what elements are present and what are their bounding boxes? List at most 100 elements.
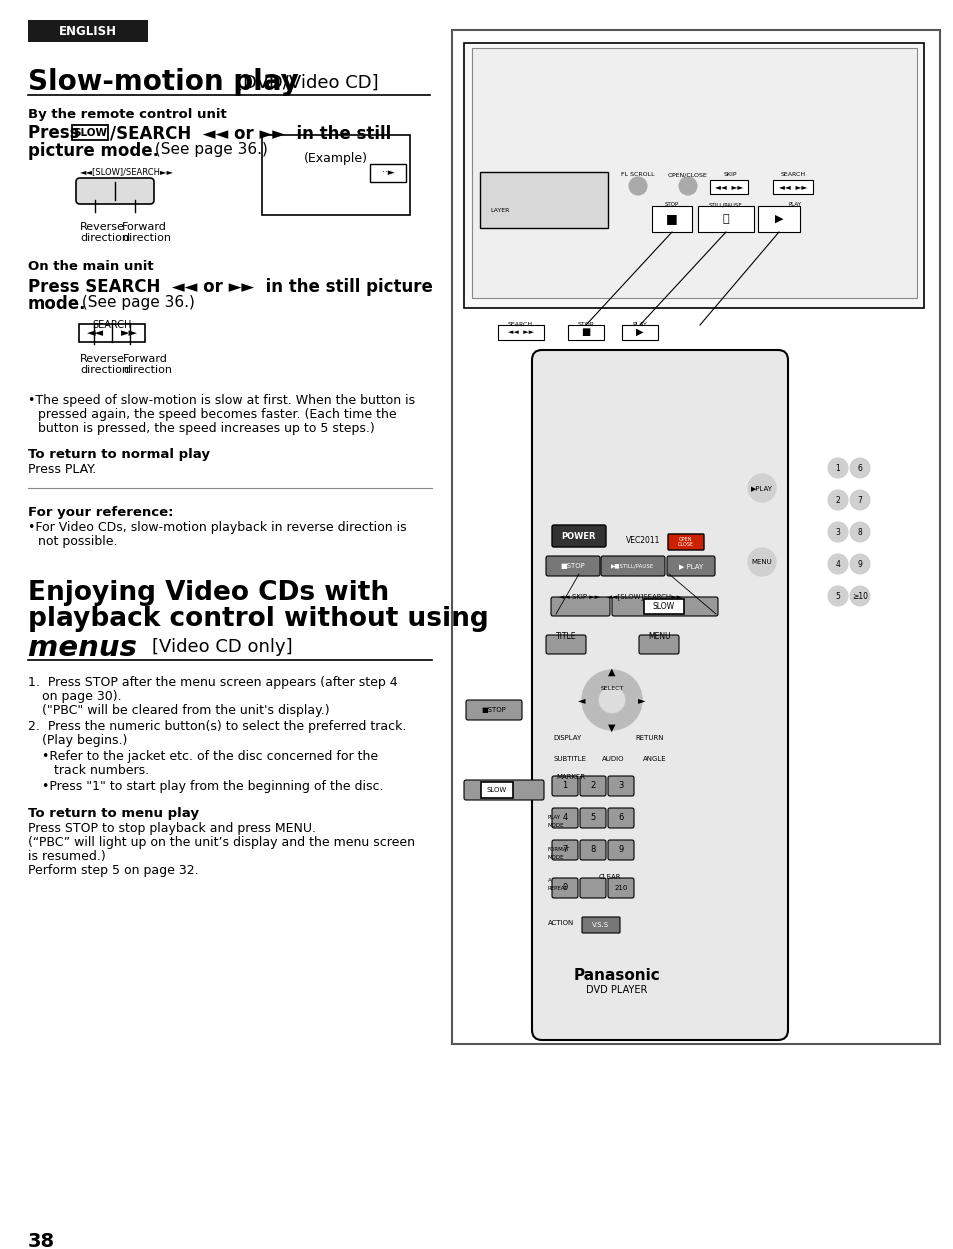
Bar <box>79 323 145 342</box>
FancyBboxPatch shape <box>545 634 585 654</box>
FancyBboxPatch shape <box>607 776 634 796</box>
FancyBboxPatch shape <box>666 556 714 576</box>
FancyBboxPatch shape <box>551 597 609 616</box>
Text: 5: 5 <box>835 592 840 601</box>
FancyBboxPatch shape <box>581 917 619 933</box>
Text: ◄◄  ►►: ◄◄ ►► <box>778 182 806 191</box>
Circle shape <box>679 177 697 195</box>
Text: •Refer to the jacket etc. of the disc concerned for the: •Refer to the jacket etc. of the disc co… <box>42 749 377 763</box>
Text: ■: ■ <box>665 212 678 226</box>
Text: SEARCH: SEARCH <box>92 320 132 330</box>
Text: SUBTITLE: SUBTITLE <box>553 756 586 762</box>
Text: ENGLISH: ENGLISH <box>59 25 117 37</box>
Circle shape <box>849 490 869 510</box>
Text: 2: 2 <box>590 782 595 791</box>
Text: (Example): (Example) <box>304 152 368 165</box>
Circle shape <box>747 475 775 502</box>
Text: •Press "1" to start play from the beginning of the disc.: •Press "1" to start play from the beginn… <box>42 779 383 793</box>
Text: ■STOP: ■STOP <box>560 563 585 570</box>
Text: 7: 7 <box>857 496 862 505</box>
Text: track numbers.: track numbers. <box>54 764 149 777</box>
Text: V.S.S: V.S.S <box>592 922 609 928</box>
Text: STOP: STOP <box>578 322 594 327</box>
Text: MENU: MENU <box>751 560 772 565</box>
Text: LAYER: LAYER <box>490 209 509 214</box>
Text: ⏸: ⏸ <box>722 214 728 224</box>
Text: ■: ■ <box>580 327 590 337</box>
Text: 2.  Press the numeric button(s) to select the preferred track.: 2. Press the numeric button(s) to select… <box>28 719 406 733</box>
FancyBboxPatch shape <box>532 350 787 1040</box>
Text: is resumed.): is resumed.) <box>28 851 106 863</box>
Text: •The speed of slow-motion is slow at first. When the button is: •The speed of slow-motion is slow at fir… <box>28 393 415 407</box>
Text: POWER: POWER <box>561 532 596 541</box>
FancyBboxPatch shape <box>579 808 605 828</box>
FancyBboxPatch shape <box>607 841 634 861</box>
FancyBboxPatch shape <box>552 878 578 898</box>
Text: REPEAT: REPEAT <box>547 886 568 891</box>
Text: STOP: STOP <box>664 202 679 207</box>
Bar <box>698 206 753 232</box>
Bar <box>567 325 603 340</box>
FancyBboxPatch shape <box>667 535 703 550</box>
Text: button is pressed, the speed increases up to 5 steps.): button is pressed, the speed increases u… <box>38 422 375 435</box>
Text: mode.: mode. <box>28 295 87 313</box>
Text: ANGLE: ANGLE <box>642 756 666 762</box>
Text: pressed again, the speed becomes faster. (Each time the: pressed again, the speed becomes faster.… <box>38 408 396 421</box>
Text: ··►: ··► <box>381 169 394 177</box>
Text: 1: 1 <box>561 782 567 791</box>
Bar <box>643 600 683 615</box>
Text: 9: 9 <box>857 560 862 568</box>
Bar <box>480 782 513 798</box>
FancyBboxPatch shape <box>545 556 599 576</box>
Text: PLAY: PLAY <box>632 322 647 327</box>
Text: STILL/PAUSE: STILL/PAUSE <box>708 202 742 207</box>
Text: menus: menus <box>28 634 147 662</box>
Text: ►: ► <box>638 694 645 704</box>
Text: 38: 38 <box>28 1232 55 1249</box>
Circle shape <box>827 490 847 510</box>
Text: For your reference:: For your reference: <box>28 506 173 520</box>
Text: ▶ PLAY: ▶ PLAY <box>679 563 702 570</box>
Text: Forward: Forward <box>123 353 168 363</box>
Text: (Play begins.): (Play begins.) <box>42 734 128 747</box>
Text: TITLE: TITLE <box>556 632 576 641</box>
Circle shape <box>747 548 775 576</box>
Text: •For Video CDs, slow-motion playback in reverse direction is: •For Video CDs, slow-motion playback in … <box>28 521 406 535</box>
FancyBboxPatch shape <box>465 699 521 719</box>
Circle shape <box>849 586 869 606</box>
Text: 5: 5 <box>590 813 595 823</box>
Text: 2: 2 <box>835 496 840 505</box>
Text: PLAY: PLAY <box>547 816 560 821</box>
Bar <box>71 125 108 140</box>
FancyBboxPatch shape <box>552 841 578 861</box>
Circle shape <box>598 687 624 713</box>
FancyBboxPatch shape <box>639 634 679 654</box>
Text: 1: 1 <box>835 463 840 472</box>
Circle shape <box>827 586 847 606</box>
Text: ◄◄: ◄◄ <box>87 328 103 338</box>
Text: ►►: ►► <box>120 328 137 338</box>
Text: MODE: MODE <box>547 823 564 828</box>
Text: [Video CD only]: [Video CD only] <box>152 638 293 656</box>
Text: 7: 7 <box>561 846 567 854</box>
Text: SKIP: SKIP <box>722 172 736 177</box>
Text: ▶■STILL/PAUSE: ▶■STILL/PAUSE <box>611 563 654 568</box>
Bar <box>497 325 543 340</box>
Text: (See page 36.): (See page 36.) <box>150 142 268 157</box>
Text: SLOW: SLOW <box>652 602 675 611</box>
Text: ■STOP: ■STOP <box>481 707 506 713</box>
Text: OPEN
CLOSE: OPEN CLOSE <box>678 537 693 547</box>
Text: ◄◄ SKIP ►►   ◄◄[SLOW]SEARCH►►: ◄◄ SKIP ►► ◄◄[SLOW]SEARCH►► <box>558 593 680 600</box>
Text: DVD PLAYER: DVD PLAYER <box>586 985 647 995</box>
Bar <box>772 180 812 194</box>
Text: 3: 3 <box>835 527 840 537</box>
Text: On the main unit: On the main unit <box>28 260 153 274</box>
Text: playback control without using: playback control without using <box>28 606 488 632</box>
Text: direction: direction <box>122 234 171 244</box>
Text: Panasonic: Panasonic <box>573 968 659 983</box>
Text: SLOW: SLOW <box>486 787 507 793</box>
Circle shape <box>827 555 847 575</box>
Text: 3: 3 <box>618 782 623 791</box>
Text: 9: 9 <box>618 846 623 854</box>
Text: To return to menu play: To return to menu play <box>28 807 199 821</box>
